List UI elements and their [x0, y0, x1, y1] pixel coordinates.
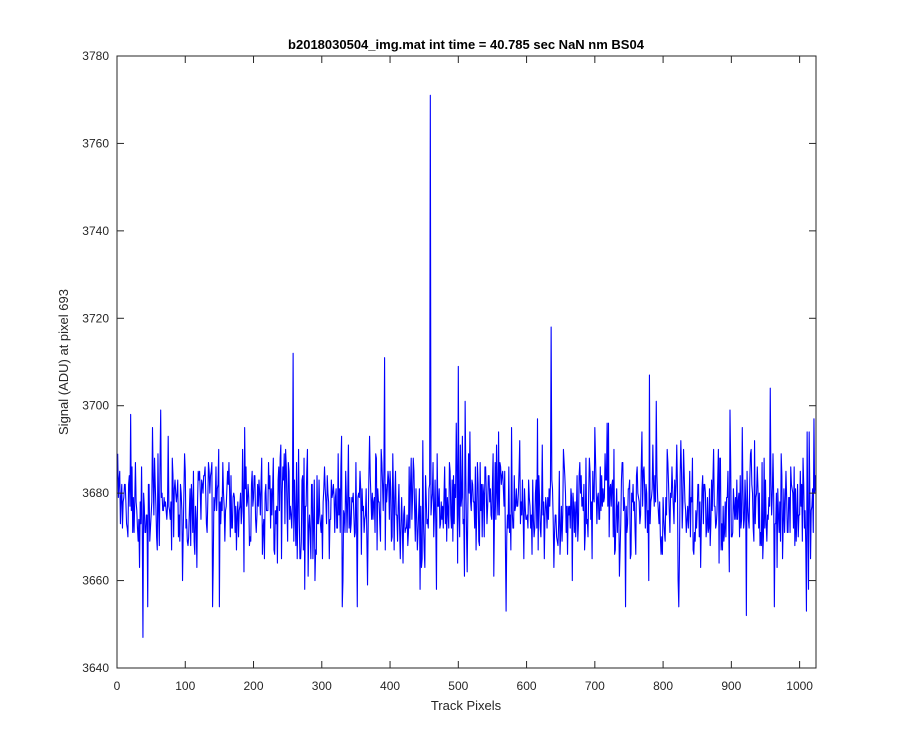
x-tick-label: 900	[721, 679, 741, 693]
x-tick-label: 400	[380, 679, 400, 693]
axes-background	[117, 56, 816, 668]
y-tick-label: 3700	[82, 399, 109, 413]
y-tick-label: 3720	[82, 311, 109, 325]
x-tick-label: 0	[114, 679, 121, 693]
y-tick-label: 3740	[82, 224, 109, 238]
x-axis: 0 100 200 300 400 500 600 700 800 900 1000	[114, 56, 813, 693]
series-line-0	[117, 94, 817, 638]
x-tick-label: 800	[653, 679, 673, 693]
x-tick-label: 600	[517, 679, 537, 693]
x-tick-label: 500	[448, 679, 468, 693]
series-layer	[117, 94, 817, 638]
x-tick-label: 700	[585, 679, 605, 693]
x-tick-label: 100	[175, 679, 195, 693]
y-tick-label: 3660	[82, 574, 109, 588]
x-tick-label: 200	[244, 679, 264, 693]
x-tick-label: 300	[312, 679, 332, 693]
y-axis-label: Signal (ADU) at pixel 693	[56, 289, 71, 435]
y-tick-label: 3680	[82, 486, 109, 500]
chart-title: b2018030504_img.mat int time = 40.785 se…	[288, 37, 645, 52]
x-axis-label: Track Pixels	[431, 698, 502, 713]
y-tick-label: 3760	[82, 136, 109, 150]
y-tick-label: 3640	[82, 661, 109, 675]
axes-box	[116, 55, 817, 669]
x-tick-label: 1000	[786, 679, 813, 693]
y-axis: 3640 3660 3680 3700 3720 3740 3760 3780	[82, 49, 816, 675]
y-tick-label: 3780	[82, 49, 109, 63]
